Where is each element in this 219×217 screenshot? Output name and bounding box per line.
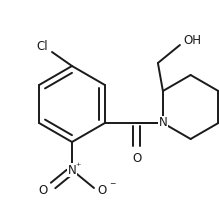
Text: Cl: Cl	[36, 41, 48, 54]
Text: O: O	[132, 151, 141, 164]
Text: −: −	[109, 179, 115, 189]
Text: +: +	[75, 163, 81, 168]
Text: OH: OH	[183, 33, 201, 46]
Text: O: O	[38, 184, 48, 197]
Text: O: O	[97, 184, 107, 197]
Text: N: N	[68, 163, 76, 176]
Text: N: N	[159, 117, 167, 130]
